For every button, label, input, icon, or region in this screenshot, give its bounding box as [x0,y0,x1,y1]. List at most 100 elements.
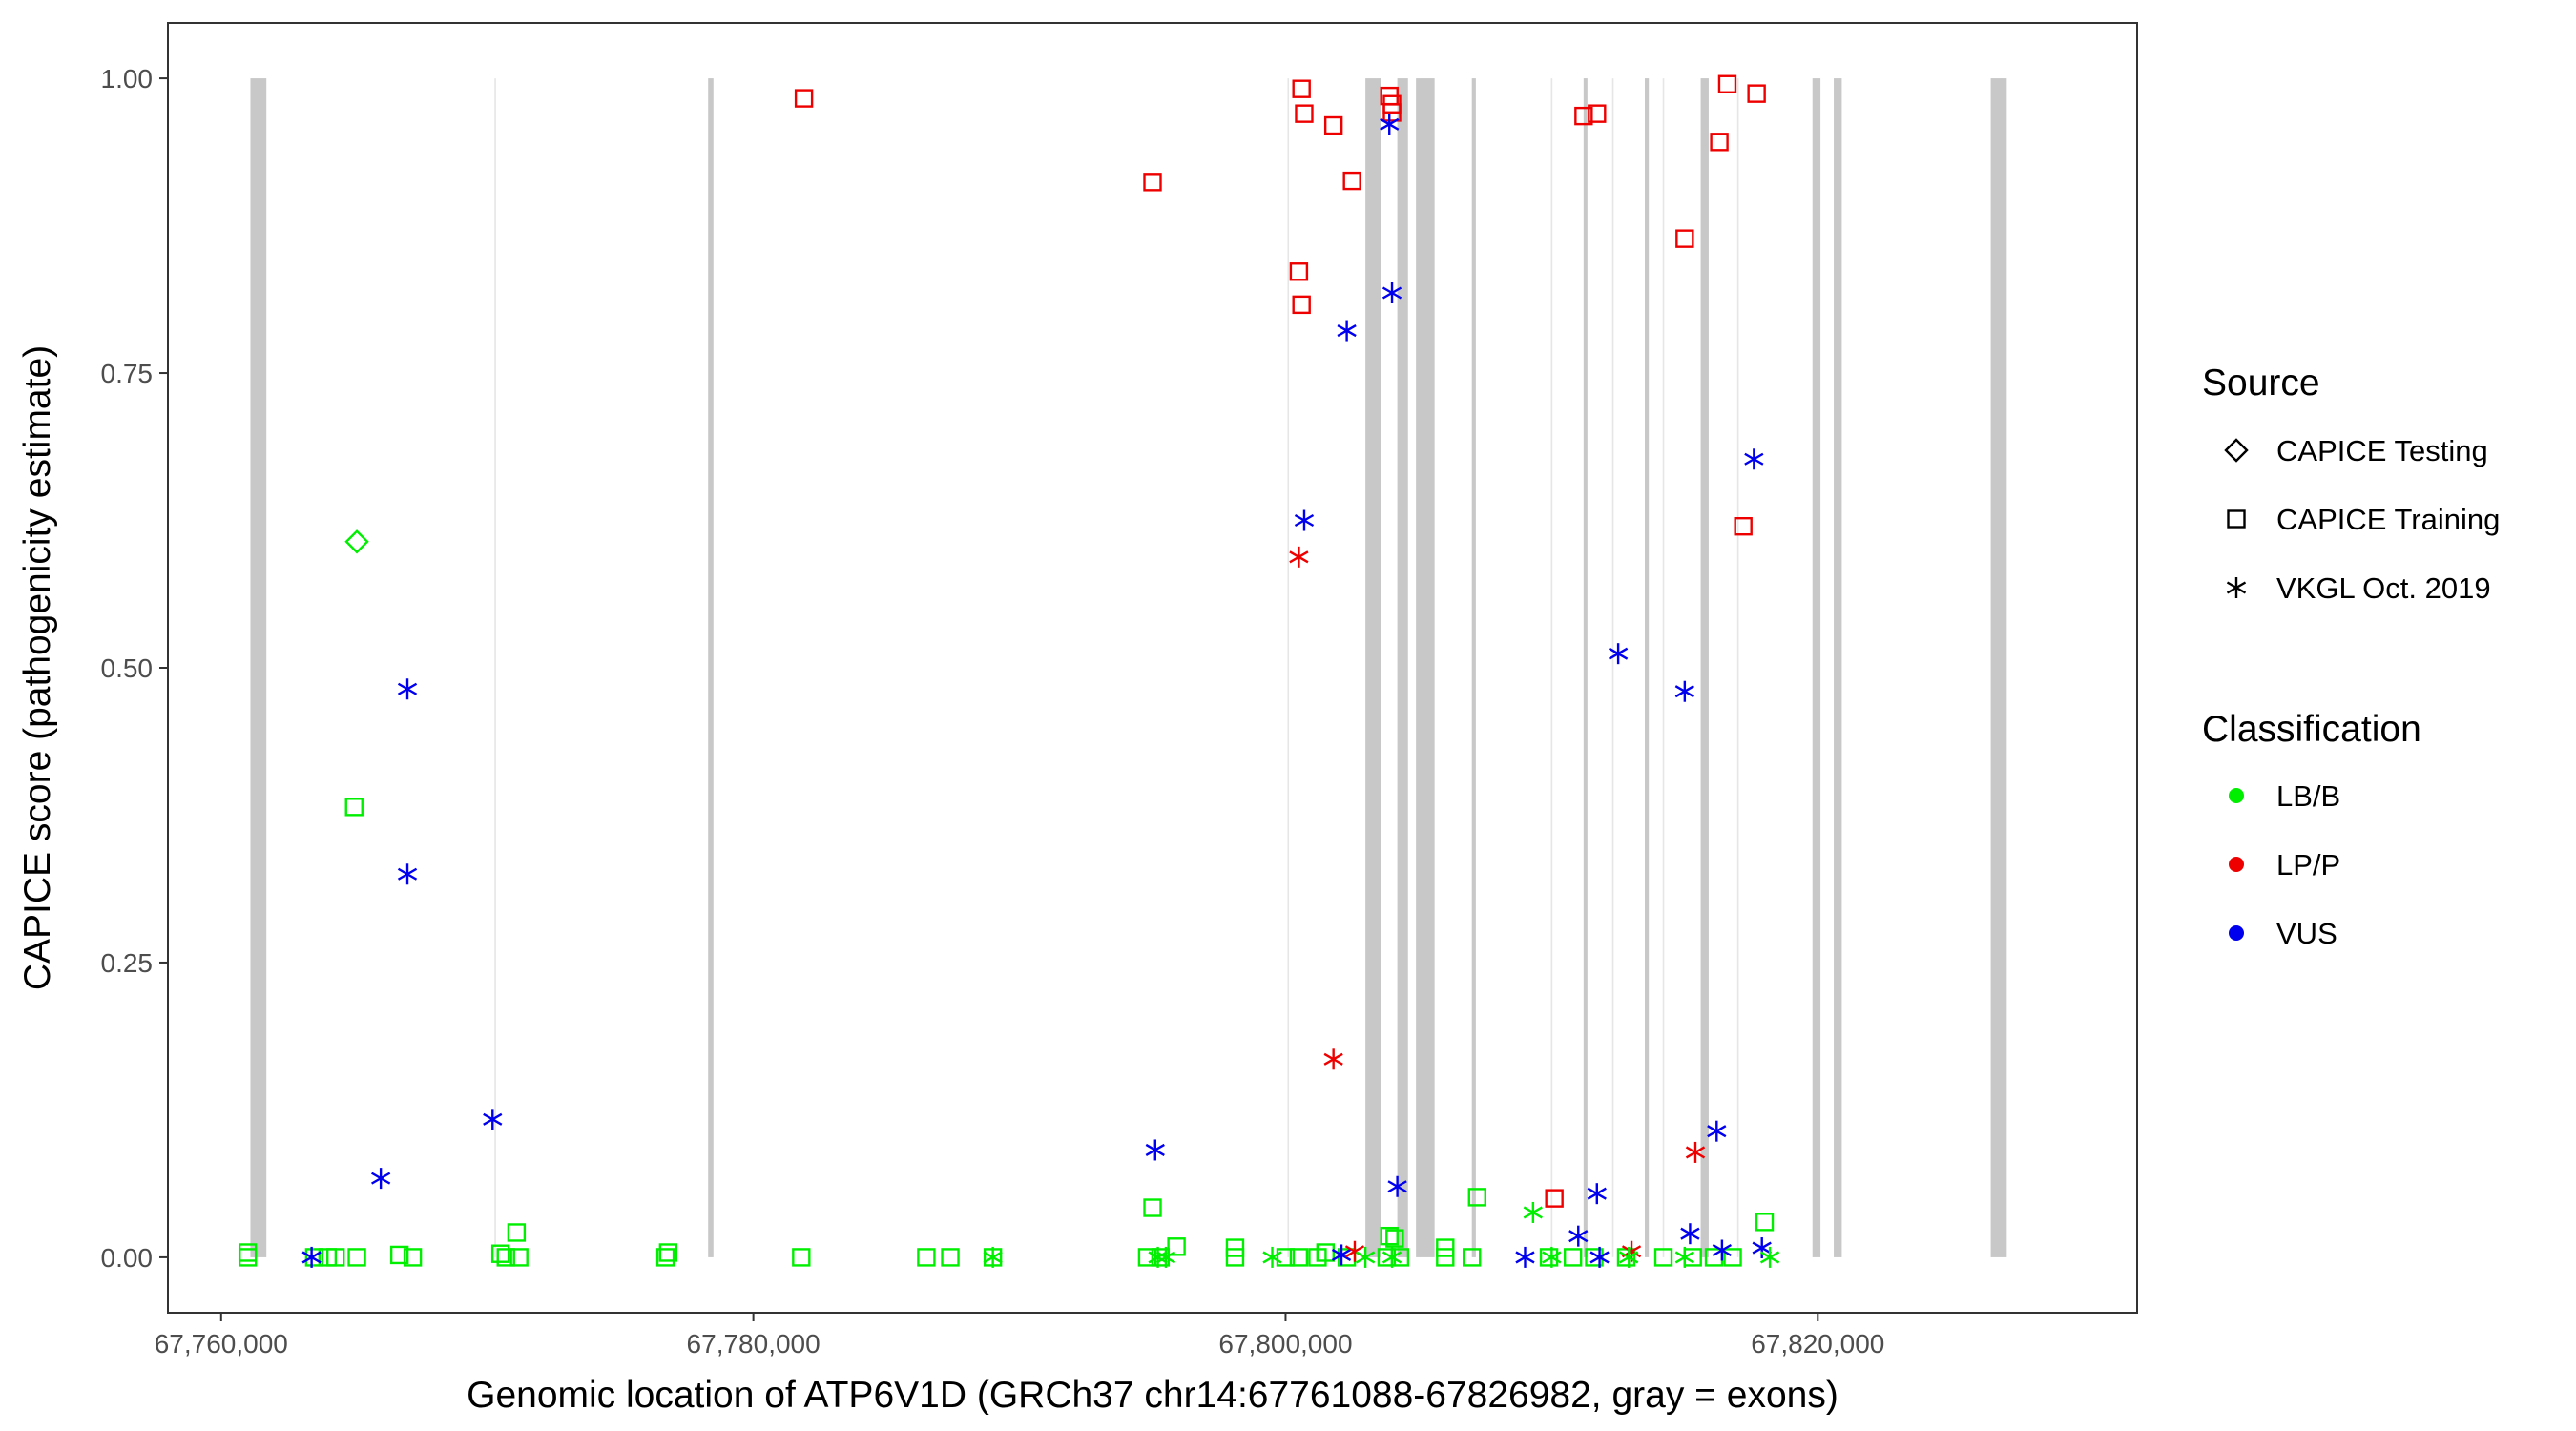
data-point-stroke [1381,286,1402,300]
data-point [1619,1246,1639,1268]
data-point [238,1243,258,1262]
data-point [1377,1248,1397,1267]
data-point-shape [1717,74,1737,93]
data-point-shape [403,1248,423,1267]
data-point-stroke [1589,1251,1610,1264]
legend-label-source: CAPICE Testing [2276,434,2488,467]
data-point-shape [326,1248,345,1267]
data-point-stroke [1619,1251,1639,1264]
data-point [1685,1141,1706,1163]
exon-band [1990,78,2007,1257]
data-point-stroke [301,1251,322,1264]
data-point [1563,1248,1583,1267]
data-point-shape [658,1243,678,1262]
data-point [1292,295,1311,315]
legend-label-source: CAPICE Training [2276,503,2500,536]
data-point [917,1248,936,1267]
data-point-shape [1385,1229,1404,1248]
y-tick-label: 0.50 [101,653,154,683]
data-point-stroke [1155,1251,1176,1264]
data-point-shape [1137,1248,1157,1267]
data-point [1292,79,1311,98]
data-point [1752,1237,1772,1259]
data-point-shape [1225,1238,1245,1257]
data-point-shape [941,1248,960,1267]
data-point-shape [344,529,369,554]
data-point [1381,1246,1402,1268]
exon-band [1365,78,1381,1257]
data-point-stroke [1707,1125,1727,1138]
data-point [1717,74,1737,93]
data-point-shape [1545,1189,1564,1208]
data-point-shape [496,1248,515,1267]
data-point [1436,1248,1455,1267]
data-point-shape [1225,1248,1245,1267]
exon-band [1583,78,1588,1257]
legend-label-classification: LB/B [2276,779,2340,813]
data-point-stroke [1380,117,1400,131]
legend-key-source [2227,509,2246,529]
data-point [1143,173,1162,192]
data-point [1744,448,1764,470]
data-point-shape [1295,104,1314,123]
data-point [1710,133,1729,152]
data-point-shape [792,1248,811,1267]
data-point [1542,1246,1562,1268]
data-point-shape [1755,1213,1775,1232]
legend-key-source [2226,577,2247,598]
data-point-stroke [983,1251,1003,1264]
data-point [1675,229,1694,248]
legend-key-source-shape [2227,509,2246,529]
data-point [1545,1189,1564,1208]
data-point-stroke [1744,452,1764,466]
data-point [1467,1188,1486,1207]
data-point [1674,680,1694,702]
data-point-shape [1436,1238,1455,1257]
data-point [1342,171,1361,191]
data-point [1356,1246,1376,1268]
data-point-stroke [1323,1052,1343,1066]
data-point-stroke [1515,1251,1535,1264]
data-point-stroke [1145,1143,1165,1156]
data-point [1385,1229,1404,1248]
data-point-shape [509,1248,529,1267]
data-point [1380,1226,1399,1246]
data-point-stroke [1587,1187,1607,1200]
data-point-stroke [1331,1248,1352,1261]
data-point [397,678,418,700]
data-point [1382,103,1402,122]
data-point [1734,517,1753,536]
data-point-shape [1289,262,1309,281]
data-point [1759,1246,1780,1268]
exon-band [1834,78,1842,1257]
data-point-stroke [1289,550,1309,564]
data-point [1294,509,1315,531]
panel-background [168,23,2137,1313]
exon-band [250,78,267,1257]
data-point-shape [1588,104,1607,123]
data-point [1316,1243,1335,1262]
data-point-shape [490,1244,510,1263]
data-point [1137,1248,1157,1267]
data-point-shape [344,798,364,817]
legend-label-classification: LP/P [2276,848,2340,881]
data-point-stroke [1387,1180,1407,1193]
data-point-shape [1276,1248,1296,1267]
data-point [1463,1248,1482,1267]
legend-title-classification: Classification [2202,709,2421,750]
exon-band [1471,78,1476,1257]
legend-label-classification: VUS [2276,917,2337,950]
data-point-shape [655,1248,675,1267]
legend-key-classification [2229,925,2244,941]
data-point-shape [917,1248,936,1267]
legend-label-source: VKGL Oct. 2019 [2276,571,2491,605]
data-point-stroke [1294,513,1315,528]
data-point-stroke [1337,324,1357,338]
data-point-stroke [1344,1245,1365,1258]
data-point-stroke [1752,1241,1772,1255]
data-point [1323,1048,1343,1070]
data-point [1262,1246,1282,1268]
data-point [1276,1248,1296,1267]
exon-band [1812,78,1821,1257]
data-point [326,1248,345,1267]
